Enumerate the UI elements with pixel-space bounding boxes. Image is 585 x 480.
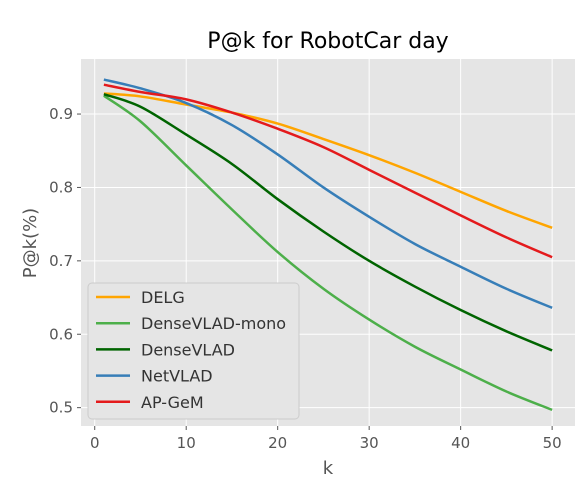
series-lines bbox=[103, 78, 553, 412]
series-line-ap-gem bbox=[103, 83, 553, 259]
y-tick-label: 0.5 bbox=[49, 399, 73, 417]
x-tick-label: 30 bbox=[360, 434, 379, 452]
series-line-delg bbox=[103, 92, 553, 229]
x-axis: 0 10 20 30 40 50 bbox=[90, 426, 562, 452]
y-axis-label: P@k(%) bbox=[20, 208, 41, 278]
x-axis-label: k bbox=[323, 458, 334, 479]
legend-label-delg: DELG bbox=[141, 288, 185, 307]
y-tick-label: 0.9 bbox=[49, 105, 73, 123]
x-tick-label: 20 bbox=[268, 434, 287, 452]
legend-label-densevlad: DenseVLAD bbox=[141, 340, 235, 359]
legend-label-densevlad-mono: DenseVLAD-mono bbox=[141, 314, 286, 333]
legend: DELG DenseVLAD-mono DenseVLAD NetVLAD AP-GeM bbox=[87, 282, 300, 420]
y-tick-label: 0.8 bbox=[49, 178, 73, 196]
x-tick-label: 0 bbox=[90, 434, 100, 452]
y-axis: 0.5 0.6 0.7 0.8 0.9 bbox=[49, 105, 81, 417]
y-tick-label: 0.6 bbox=[49, 325, 73, 343]
x-tick-label: 40 bbox=[451, 434, 470, 452]
series-line-densevlad bbox=[103, 93, 553, 352]
chart-title: P@k for RobotCar day bbox=[207, 29, 448, 54]
series-line-densevlad-mono bbox=[103, 94, 553, 412]
legend-label-netvlad: NetVLAD bbox=[141, 367, 213, 386]
legend-box bbox=[87, 282, 300, 420]
x-tick-label: 50 bbox=[543, 434, 562, 452]
legend-label-ap-gem: AP-GeM bbox=[141, 393, 204, 412]
x-tick-label: 10 bbox=[177, 434, 196, 452]
y-tick-label: 0.7 bbox=[49, 252, 73, 270]
